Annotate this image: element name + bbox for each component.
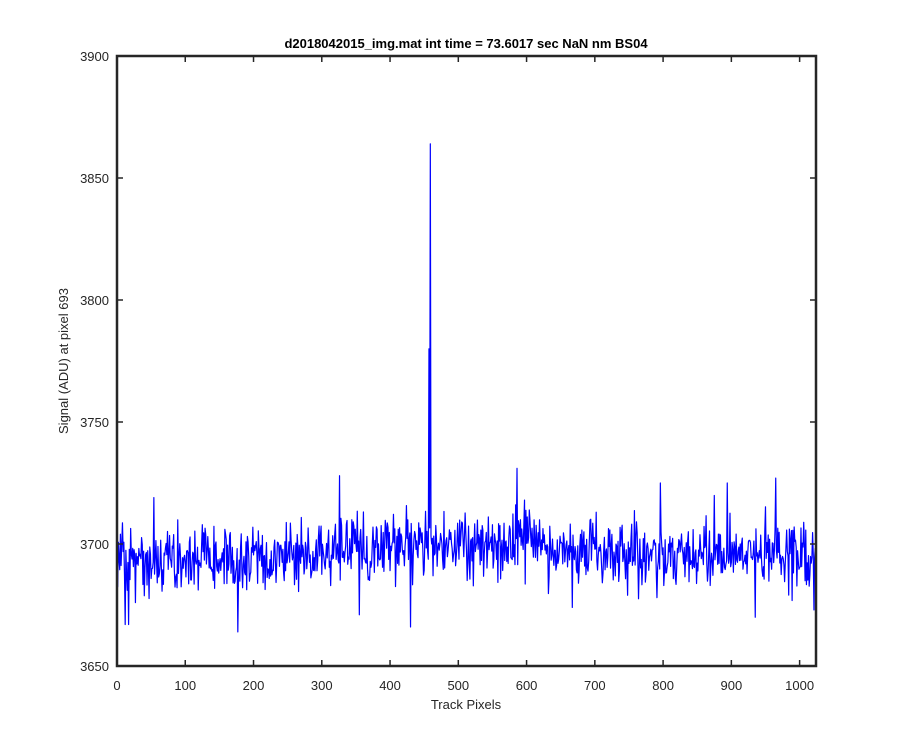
x-tick-label: 200 (243, 678, 265, 693)
series-line (116, 143, 816, 633)
x-tick-label: 1000 (785, 678, 814, 693)
x-tick-label: 0 (113, 678, 120, 693)
y-tick-label: 3700 (80, 537, 109, 552)
x-tick-label: 700 (584, 678, 606, 693)
y-tick-label: 3650 (80, 659, 109, 674)
x-tick-label: 400 (379, 678, 401, 693)
y-tick-label: 3850 (80, 171, 109, 186)
x-tick-label: 100 (174, 678, 196, 693)
x-tick-label: 900 (721, 678, 743, 693)
x-axis-label: Track Pixels (431, 697, 502, 712)
x-tick-label: 500 (447, 678, 469, 693)
y-tick-label: 3900 (80, 49, 109, 64)
y-axis-label: Signal (ADU) at pixel 693 (56, 288, 71, 434)
x-tick-label: 300 (311, 678, 333, 693)
chart-title: d2018042015_img.mat int time = 73.6017 s… (284, 36, 648, 51)
ticks-layer: 0 100 200 300 400 500 600 700 800 900 1000 3650 3700… (80, 49, 816, 693)
x-tick-label: 800 (652, 678, 674, 693)
axes-box (115, 54, 818, 668)
plot-area: 0 100 200 300 400 500 600 700 800 900 1000 3650 3700… (80, 49, 818, 693)
x-tick-label: 600 (516, 678, 538, 693)
y-tick-label: 3800 (80, 293, 109, 308)
series-layer (116, 143, 816, 633)
y-tick-label: 3750 (80, 415, 109, 430)
